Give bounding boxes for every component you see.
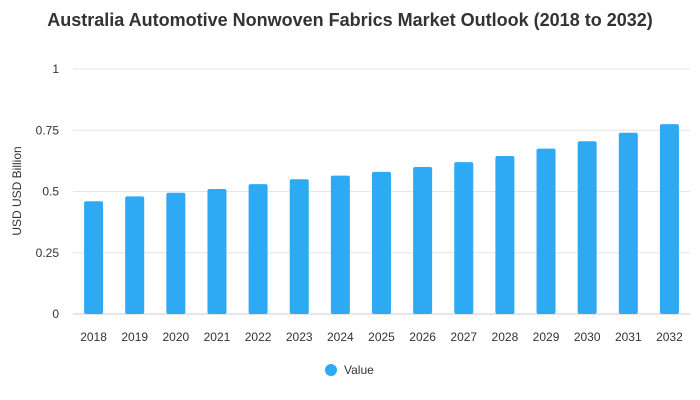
x-tick-label: 2026	[409, 330, 436, 344]
legend-label: Value	[344, 363, 374, 377]
x-tick-label: 2029	[533, 330, 560, 344]
x-tick-label: 2032	[656, 330, 683, 344]
x-tick-labels: 2018 2019 2020 2021 2022 2023 2024 2025 2026 2027…	[80, 330, 683, 344]
x-tick-label: 2021	[204, 330, 231, 344]
bar-2032[interactable]	[659, 124, 679, 314]
bar-2027[interactable]	[454, 162, 474, 314]
x-tick-label: 2024	[327, 330, 354, 344]
x-tick-label: 2025	[368, 330, 395, 344]
x-tick-label: 2028	[492, 330, 519, 344]
x-tick-label: 2020	[162, 330, 189, 344]
y-axis-title: USD USD Billion	[10, 146, 24, 235]
bar-2023[interactable]	[289, 179, 309, 314]
y-tick-labels: 0 0.25 0.5 0.75 1	[36, 62, 60, 321]
bar-2029[interactable]	[536, 148, 556, 314]
x-tick-label: 2018	[80, 330, 107, 344]
bar-2031[interactable]	[618, 132, 638, 314]
x-tick-label: 2030	[574, 330, 601, 344]
y-tick-label: 0.5	[42, 185, 59, 199]
bars	[84, 124, 679, 314]
bar-2019[interactable]	[125, 196, 145, 314]
bar-2026[interactable]	[413, 167, 433, 314]
y-tick-label: 0	[52, 307, 59, 321]
legend-marker-icon	[325, 364, 337, 376]
x-tick-label: 2019	[121, 330, 148, 344]
x-tick-label: 2031	[615, 330, 642, 344]
x-tick-label: 2027	[450, 330, 477, 344]
y-tick-label: 0.25	[36, 246, 60, 260]
x-tick-label: 2022	[245, 330, 272, 344]
bar-2018[interactable]	[84, 201, 104, 314]
y-tick-label: 1	[52, 62, 59, 76]
y-tick-label: 0.75	[36, 123, 60, 137]
bar-2022[interactable]	[248, 184, 268, 314]
legend[interactable]: Value	[325, 363, 374, 377]
x-tick-label: 2023	[286, 330, 313, 344]
bar-2030[interactable]	[577, 141, 597, 314]
bar-2024[interactable]	[330, 175, 350, 314]
bar-2021[interactable]	[207, 189, 227, 314]
bar-2028[interactable]	[495, 155, 515, 314]
bar-2020[interactable]	[166, 192, 186, 314]
bar-2025[interactable]	[372, 171, 391, 314]
chart-title: Australia Automotive Nonwoven Fabrics Ma…	[47, 10, 653, 30]
